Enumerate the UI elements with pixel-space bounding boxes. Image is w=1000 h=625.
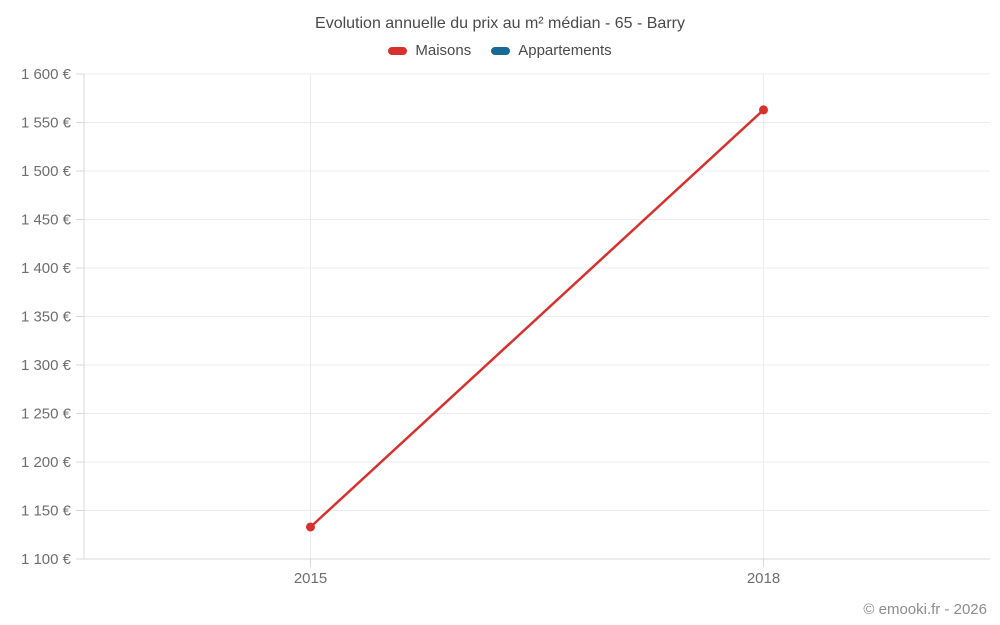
y-tick-label: 1 300 € (21, 357, 72, 374)
legend: Maisons Appartements (0, 42, 1000, 59)
x-tick-label: 2018 (747, 570, 780, 587)
y-tick-label: 1 550 € (21, 115, 72, 132)
copyright: © emooki.fr - 2026 (863, 601, 987, 618)
y-tick-label: 1 350 € (21, 309, 72, 326)
maisons-series-swatch-icon (388, 46, 408, 55)
y-tick-label: 1 450 € (21, 212, 72, 229)
legend-label-maisons: Maisons (415, 42, 472, 59)
data-point-maisons-2018[interactable] (759, 105, 768, 115)
y-tick-label: 1 500 € (21, 163, 72, 180)
y-tick-label: 1 250 € (21, 406, 72, 423)
legend-label-appartements: Appartements (518, 42, 612, 59)
y-tick-label: 1 600 € (21, 66, 72, 83)
legend-item-maisons[interactable]: Maisons (388, 42, 471, 59)
y-tick-label: 1 400 € (21, 260, 72, 277)
series-line-maisons (309, 108, 765, 529)
y-tick-label: 1 100 € (21, 551, 72, 568)
chart-title: Evolution annuelle du prix au m² médian … (315, 15, 685, 32)
x-tick-label: 2015 (294, 570, 327, 587)
appartements-series-swatch-icon (491, 46, 511, 55)
data-point-maisons-2015[interactable] (306, 522, 315, 532)
y-tick-label: 1 200 € (21, 454, 72, 471)
legend-item-appartements[interactable]: Appartements (491, 42, 612, 59)
y-tick-label: 1 150 € (21, 503, 72, 520)
